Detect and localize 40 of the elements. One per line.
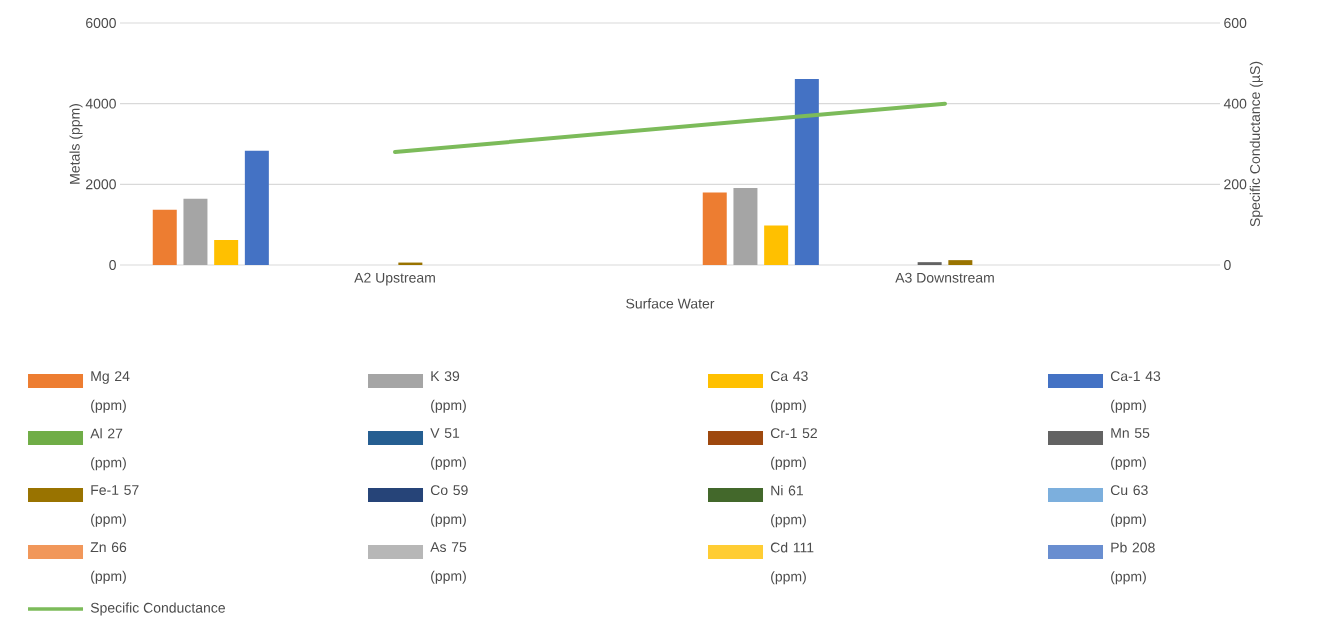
x-tick-label: A2 Upstream — [354, 272, 435, 286]
text: K 39 (ppm) — [431, 371, 466, 413]
y2-tick-label: 0 — [1224, 260, 1231, 270]
text: Pb 208 (ppm) — [1111, 542, 1155, 585]
bar — [152, 209, 177, 265]
y-tick-label: 0 — [109, 260, 116, 270]
text: Cd 111 (ppm) — [770, 542, 814, 585]
text: V 51 (ppm) — [430, 428, 466, 470]
bar — [794, 79, 819, 265]
text: Ca-1 43 (ppm) — [1110, 371, 1161, 413]
y-tick-label: 2000 — [86, 179, 116, 190]
y2-axis-title: Specific Conductance (µS) — [1249, 61, 1263, 227]
bar — [733, 187, 758, 265]
text: Mn 55 (ppm) — [1111, 428, 1150, 470]
y2-tick-label: 600 — [1224, 18, 1247, 28]
y2-tick-label: 400 — [1223, 98, 1247, 109]
text: Zn 66 (ppm) — [90, 542, 127, 584]
y-tick-label: 6000 — [86, 18, 116, 28]
text: Ca 43 (ppm) — [770, 371, 808, 413]
x-tick-label: A3 Downstream — [895, 272, 994, 283]
text: Al 27 (ppm) — [90, 428, 126, 471]
text: Co 59 (ppm) — [430, 485, 468, 527]
bar — [183, 198, 208, 265]
bar — [244, 150, 269, 265]
y2-tick-label: 200 — [1224, 179, 1247, 190]
text: Cu 63 (ppm) — [1110, 485, 1148, 527]
legend-label: Specific Conductance — [90, 602, 225, 616]
bar — [214, 239, 239, 265]
x-axis-title: Surface Water — [626, 298, 715, 309]
bar — [948, 260, 973, 265]
bar — [702, 192, 727, 265]
bar — [917, 262, 942, 265]
y-axis-title: Metals (ppm) — [69, 104, 83, 184]
legend-label: Mg 24 (ppm) — [91, 371, 130, 413]
text: Cr-1 52 (ppm) — [770, 428, 817, 470]
y-tick-label: 4000 — [85, 98, 116, 109]
bar — [764, 225, 789, 265]
text: As 75 (ppm) — [430, 542, 467, 584]
text: Fe-1 57 (ppm) — [91, 485, 139, 527]
text: Ni 61 (ppm) — [771, 485, 806, 528]
